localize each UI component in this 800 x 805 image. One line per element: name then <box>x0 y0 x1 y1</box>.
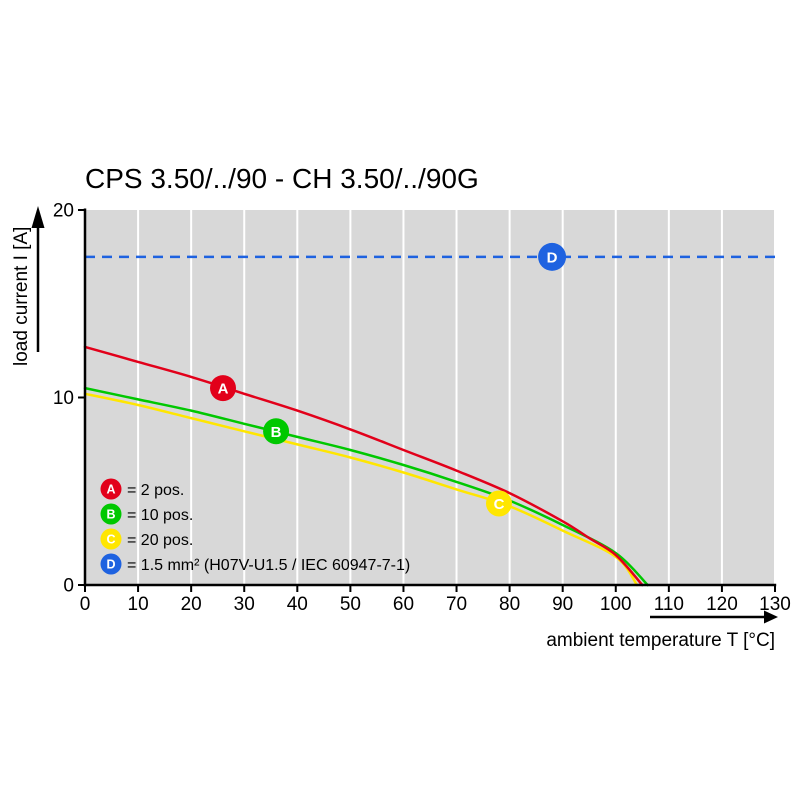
plot-area-background <box>85 210 775 585</box>
legend-label: = 1.5 mm² (H07V-U1.5 / IEC 60947-7-1) <box>127 557 410 574</box>
legend-item-D: D = 1.5 mm² (H07V-U1.5 / IEC 60947-7-1) <box>100 553 410 575</box>
legend-marker-letter: C <box>106 533 115 547</box>
x-tick-label: 110 <box>654 594 684 615</box>
chart-title: CPS 3.50/../90 - CH 3.50/../90G <box>85 163 479 194</box>
marker-circle-icon <box>263 418 290 445</box>
tick-marks-and-labels: 0 10 20 30 40 50 60 70 80 90 100 110 120 130 0 10 20 <box>53 201 791 616</box>
marker-letter: D <box>547 249 558 266</box>
marker-A: A <box>210 375 236 402</box>
x-tick-label: 50 <box>340 594 361 615</box>
curve-C <box>83 392 639 587</box>
x-tick-label: 40 <box>287 594 308 615</box>
marker-letter: A <box>218 381 229 398</box>
legend: A = 2 pos. B = 10 pos. C = 20 pos. D = 1.5 mm² … <box>100 478 410 575</box>
marker-letter: C <box>494 496 505 513</box>
marker-circle-icon <box>210 375 236 402</box>
legend-marker-icon <box>100 553 122 575</box>
marker-D: D <box>538 242 567 271</box>
x-axis-title: ambient temperature T [°C] <box>546 630 775 651</box>
marker-C: C <box>486 490 512 517</box>
legend-marker-letter: D <box>106 558 115 572</box>
legend-label: = 20 pos. <box>127 532 193 549</box>
curve-A <box>83 345 644 587</box>
marker-letter: B <box>271 424 282 441</box>
legend-label: = 10 pos. <box>127 507 193 524</box>
legend-marker-letter: A <box>106 483 115 497</box>
x-tick-label: 60 <box>393 594 414 615</box>
x-tick-label: 100 <box>600 594 632 615</box>
legend-label: = 2 pos. <box>127 482 184 499</box>
y-axis-title: load current I [A] <box>11 227 32 366</box>
x-axis-arrow-icon <box>764 610 778 624</box>
curve-markers: A B C D <box>210 242 567 517</box>
legend-marker-icon <box>100 478 122 500</box>
legend-item-B: B = 10 pos. <box>100 503 193 525</box>
x-tick-label: 30 <box>234 594 255 615</box>
x-tick-label: 70 <box>446 594 467 615</box>
marker-B: B <box>263 418 290 445</box>
x-tick-label: 130 <box>759 594 791 615</box>
x-tick-label: 20 <box>181 594 202 615</box>
axes <box>83 208 777 587</box>
axis-labels: load current I [A] ambient temperature T… <box>11 206 778 651</box>
y-axis-arrow-icon <box>31 206 45 228</box>
y-tick-label: 0 <box>63 576 74 597</box>
legend-item-A: A = 2 pos. <box>100 478 184 500</box>
legend-item-C: C = 20 pos. <box>100 528 193 550</box>
curve-B <box>83 386 649 587</box>
legend-marker-icon <box>100 503 122 525</box>
y-tick-label: 20 <box>53 201 74 222</box>
legend-marker-icon <box>100 528 122 550</box>
data-series <box>83 255 775 587</box>
marker-circle-icon <box>486 490 512 517</box>
x-tick-label: 80 <box>499 594 520 615</box>
x-tick-label: 90 <box>552 594 573 615</box>
x-tick-label: 0 <box>80 594 91 615</box>
x-tick-label: 120 <box>706 594 738 615</box>
gridlines <box>137 210 776 585</box>
x-tick-label: 10 <box>128 594 149 615</box>
y-tick-label: 10 <box>53 388 74 409</box>
marker-circle-icon <box>538 242 567 271</box>
legend-marker-letter: B <box>106 508 115 522</box>
